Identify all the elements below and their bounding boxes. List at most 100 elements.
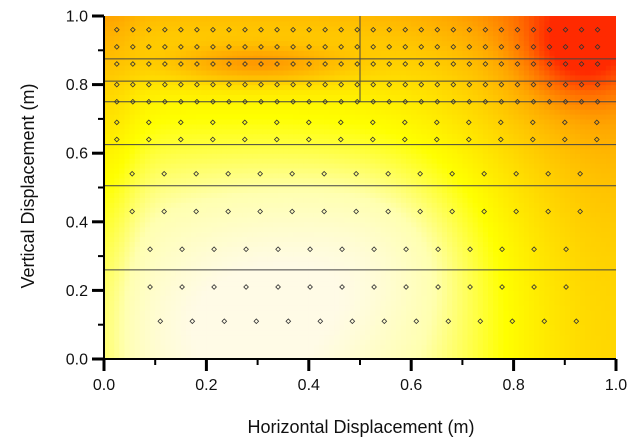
heatmap-cell bbox=[360, 148, 366, 154]
heatmap-cell bbox=[554, 275, 561, 282]
heatmap-cell bbox=[544, 143, 551, 149]
heatmap-cell bbox=[211, 207, 218, 213]
heatmap-cell bbox=[226, 128, 233, 135]
heatmap-cell bbox=[104, 324, 110, 331]
heatmap-cell bbox=[600, 314, 607, 321]
heatmap-cell bbox=[129, 133, 136, 140]
heatmap-cell bbox=[534, 270, 540, 277]
heatmap-cell bbox=[477, 280, 484, 287]
heatmap-cell bbox=[114, 133, 120, 140]
heatmap-cell bbox=[150, 114, 156, 120]
heatmap-cell bbox=[564, 172, 571, 179]
heatmap-cell bbox=[144, 261, 151, 267]
heatmap-cell bbox=[575, 256, 581, 262]
heatmap-cell bbox=[523, 221, 530, 228]
heatmap-cell bbox=[426, 300, 433, 306]
heatmap-cell bbox=[447, 265, 453, 272]
heatmap-cell bbox=[329, 143, 335, 149]
heatmap-cell bbox=[196, 354, 202, 359]
heatmap-cell bbox=[354, 221, 361, 228]
heatmap-cell bbox=[539, 187, 545, 193]
heatmap-cell bbox=[528, 172, 535, 179]
heatmap-cell bbox=[549, 172, 556, 179]
heatmap-cell bbox=[390, 123, 397, 130]
heatmap-cell bbox=[272, 153, 279, 159]
heatmap-cell bbox=[400, 148, 407, 154]
heatmap-cell bbox=[539, 216, 545, 223]
heatmap-cell bbox=[344, 270, 351, 277]
heatmap-cell bbox=[354, 118, 361, 125]
heatmap-cell bbox=[237, 207, 243, 213]
heatmap-cell bbox=[569, 275, 576, 282]
heatmap-cell bbox=[600, 344, 607, 350]
heatmap-cell bbox=[211, 319, 218, 326]
heatmap-cell bbox=[313, 187, 320, 193]
heatmap-cell bbox=[523, 256, 530, 262]
heatmap-cell bbox=[165, 295, 172, 301]
heatmap-cell bbox=[467, 148, 474, 154]
heatmap-cell bbox=[267, 192, 274, 198]
heatmap-cell bbox=[595, 221, 602, 228]
heatmap-cell bbox=[590, 187, 597, 193]
heatmap-cell bbox=[293, 270, 300, 277]
heatmap-cell bbox=[441, 212, 448, 218]
heatmap-cell bbox=[344, 192, 351, 198]
heatmap-cell bbox=[308, 148, 315, 154]
heatmap-cell bbox=[411, 334, 417, 340]
heatmap-cell bbox=[564, 114, 571, 120]
heatmap-cell bbox=[493, 226, 499, 233]
heatmap-cell bbox=[365, 305, 371, 311]
heatmap-cell bbox=[610, 270, 616, 277]
heatmap-cell bbox=[431, 207, 438, 213]
heatmap-cell bbox=[232, 177, 238, 184]
heatmap-cell bbox=[482, 314, 489, 321]
heatmap-cell bbox=[564, 226, 571, 233]
heatmap-cell bbox=[242, 329, 248, 336]
heatmap-cell bbox=[129, 192, 136, 198]
heatmap-cell bbox=[134, 314, 141, 321]
heatmap-cell bbox=[278, 300, 284, 306]
heatmap-cell bbox=[267, 197, 274, 203]
heatmap-cell bbox=[600, 177, 607, 184]
heatmap-cell bbox=[559, 310, 566, 316]
heatmap-cell bbox=[201, 354, 207, 359]
heatmap-cell bbox=[293, 216, 300, 223]
heatmap-cell bbox=[216, 246, 223, 252]
heatmap-cell bbox=[334, 305, 341, 311]
heatmap-cell bbox=[441, 285, 448, 291]
heatmap-cell bbox=[124, 290, 131, 296]
heatmap-cell bbox=[319, 236, 325, 242]
heatmap-cell bbox=[554, 241, 561, 247]
heatmap-cell bbox=[298, 202, 305, 208]
heatmap-cell bbox=[600, 221, 607, 228]
heatmap-cell bbox=[185, 354, 192, 359]
heatmap-cell bbox=[211, 202, 218, 208]
heatmap-cell bbox=[221, 310, 228, 316]
heatmap-cell bbox=[503, 339, 510, 345]
heatmap-cell bbox=[595, 349, 602, 355]
heatmap-cell bbox=[221, 290, 228, 296]
heatmap-cell bbox=[549, 354, 556, 359]
heatmap-cell bbox=[585, 300, 591, 306]
heatmap-cell bbox=[472, 167, 479, 174]
heatmap-cell bbox=[180, 275, 187, 282]
heatmap-cell bbox=[139, 143, 146, 149]
heatmap-cell bbox=[242, 270, 248, 277]
heatmap-cell bbox=[175, 354, 182, 359]
heatmap-cell bbox=[411, 212, 417, 218]
heatmap-cell bbox=[134, 128, 141, 135]
heatmap-cell bbox=[196, 339, 202, 345]
heatmap-cell bbox=[544, 324, 551, 331]
heatmap-cell bbox=[150, 295, 156, 301]
heatmap-cell bbox=[329, 192, 335, 198]
heatmap-cell bbox=[124, 319, 131, 326]
heatmap-cell bbox=[216, 329, 223, 336]
heatmap-cell bbox=[528, 231, 535, 238]
heatmap-cell bbox=[139, 153, 146, 159]
heatmap-cell bbox=[134, 148, 141, 154]
heatmap-cell bbox=[457, 319, 463, 326]
heatmap-cell bbox=[196, 241, 202, 247]
heatmap-cell bbox=[467, 251, 474, 257]
heatmap-cell bbox=[380, 216, 387, 223]
heatmap-cell bbox=[539, 270, 545, 277]
